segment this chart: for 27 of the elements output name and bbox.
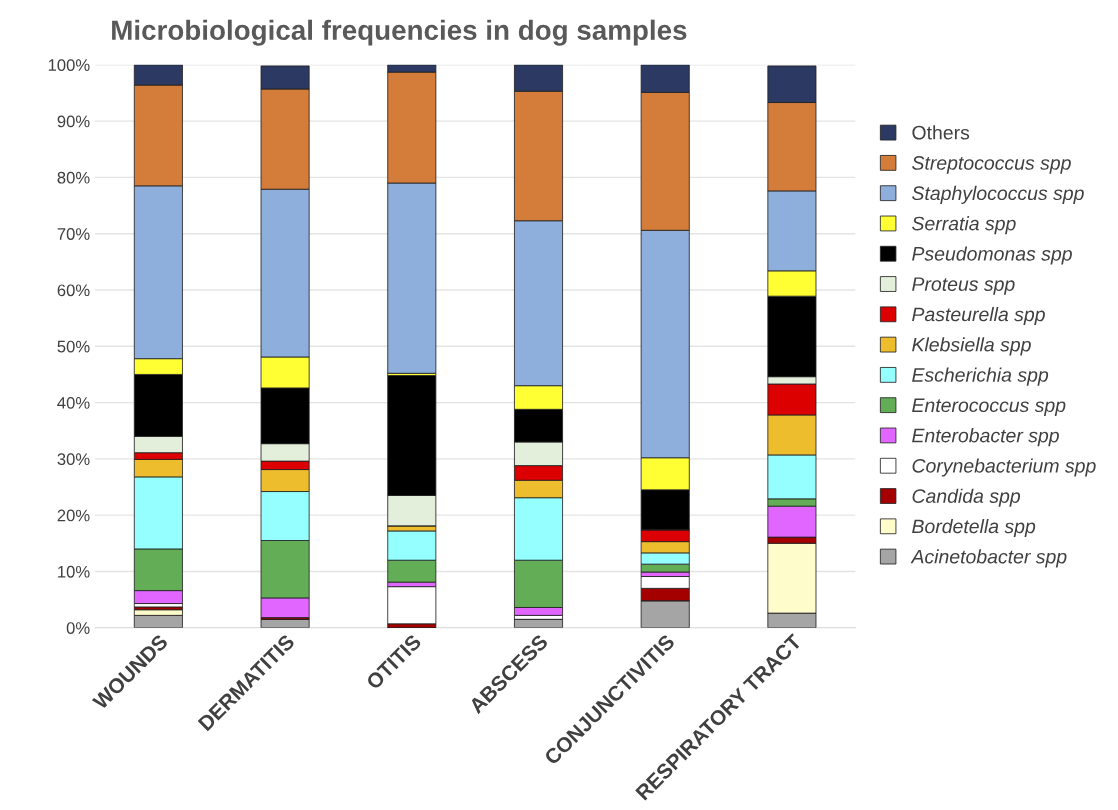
y-tick-label: 70% [57,228,90,240]
legend-label: Pasteurella spp [912,306,1045,326]
legend-label: Pseudomonas spp [912,246,1072,265]
legend-label: Escherichia spp [912,367,1049,386]
legend-label: Proteus spp [912,277,1015,295]
legend-label: Candida spp [912,488,1021,507]
y-tick-label: 10% [58,565,90,578]
y-tick-label: 50% [57,340,90,353]
y-tick-label: 100% [48,59,90,71]
legend-label: Acinetobacter spp [910,549,1067,568]
y-tick-label: 60% [57,284,90,297]
legend-label: Corynebacterium spp [912,458,1096,477]
legend-label: Enterococcus spp [912,398,1066,416]
y-tick-label: 40% [57,396,90,409]
y-tick-label: 0% [66,622,90,634]
y-tick-label: 80% [57,171,90,184]
legend-label: Klebsiella spp [912,337,1031,356]
legend-label: Enterobacter spp [912,428,1059,447]
y-tick-label: 20% [57,509,90,522]
legend-label: Bordetella spp [912,518,1036,538]
legend-label: Staphylococcus spp [912,185,1084,204]
legend-label: Streptococcus spp [912,156,1071,174]
y-tick-label: 90% [57,115,90,128]
y-tick-label: 30% [57,453,90,466]
legend-label: Serratia spp [912,216,1016,235]
chart-title: Microbiological frequencies in dog samples [112,19,687,46]
legend-label: Others [912,125,970,140]
